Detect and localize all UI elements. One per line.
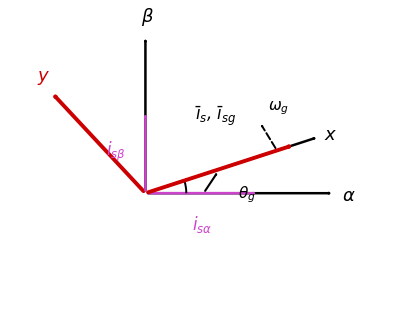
Text: $\bar{\imath}_s$, $\bar{\imath}_{sg}$: $\bar{\imath}_s$, $\bar{\imath}_{sg}$ xyxy=(195,104,237,128)
Text: $y$: $y$ xyxy=(37,69,50,87)
Text: $\alpha$: $\alpha$ xyxy=(342,187,356,205)
Text: $x$: $x$ xyxy=(324,126,337,144)
Text: $i_{s\alpha}$: $i_{s\alpha}$ xyxy=(192,214,212,235)
Text: $\theta_g$: $\theta_g$ xyxy=(238,184,256,205)
Text: $\omega_g$: $\omega_g$ xyxy=(267,100,288,117)
Text: $\beta$: $\beta$ xyxy=(141,6,154,28)
Text: $i_{s\beta}$: $i_{s\beta}$ xyxy=(106,140,125,164)
